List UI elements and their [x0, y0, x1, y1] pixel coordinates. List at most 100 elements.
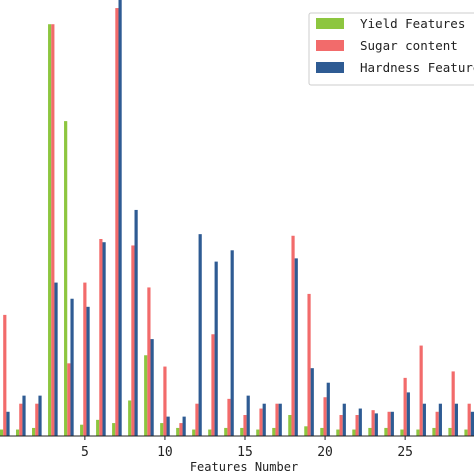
bar-series-2-x-24	[387, 411, 391, 436]
bar-series-1-x-21	[336, 429, 340, 436]
bar-series-1-x-29	[464, 429, 468, 436]
bar-series-3-x-15	[246, 395, 250, 436]
bar-series-2-x-2	[35, 403, 39, 436]
bar-series-3-x-23	[374, 413, 378, 436]
bar-series-2-x-11	[179, 423, 183, 436]
bar-series-2-x-23	[371, 410, 375, 436]
bar-series-2-x-10	[163, 366, 167, 436]
bars-group	[0, 0, 474, 437]
legend-frame	[308, 12, 474, 86]
bar-series-2-x-19	[307, 293, 311, 436]
bar-series-3-x-9	[150, 339, 154, 436]
legend-swatch-3	[316, 62, 344, 73]
bar-series-3-x-8	[134, 209, 138, 436]
bar-series-3-x-21	[342, 403, 346, 436]
bar-series-3-x-6	[102, 242, 106, 436]
bar-series-2-x-5	[83, 282, 87, 436]
bar-series-1-x-20	[320, 427, 324, 436]
bar-series-3-x-17	[278, 403, 282, 436]
bar-series-1-x-18	[288, 415, 292, 436]
bar-series-1-x-6	[96, 419, 100, 436]
bar-series-2-x-7	[115, 8, 119, 436]
bar-series-1-x-10	[160, 423, 164, 436]
bar-series-1-x-3	[48, 24, 52, 436]
bar-series-2-x-25	[403, 377, 407, 436]
bar-series-2-x-3	[51, 24, 55, 436]
bar-series-3-x-5	[86, 306, 90, 436]
bar-series-3-x-16	[262, 403, 266, 436]
bar-series-1-x-1	[16, 429, 20, 436]
x-tick-label: 15	[237, 445, 253, 460]
bar-series-3-x-14	[230, 250, 234, 436]
bar-series-3-x-11	[182, 416, 186, 436]
bar-series-3-x-18	[294, 258, 298, 436]
bar-series-2-x-12	[195, 403, 199, 436]
bar-series-3-x-25	[406, 392, 410, 436]
bar-series-3-x-3	[54, 282, 58, 436]
bar-series-3-x-26	[422, 403, 426, 436]
x-tick-label: 20	[317, 445, 333, 460]
x-tick-label: 5	[81, 445, 89, 460]
legend: Yield Features Sugar content Hardness Feat…	[308, 12, 474, 86]
bar-series-1-x-15	[240, 427, 244, 436]
bar-series-3-x-20	[326, 382, 330, 436]
bar-series-3-x-27	[438, 403, 442, 436]
bar-series-1-x-22	[352, 429, 356, 436]
bar-series-2-x-4	[67, 363, 71, 436]
bar-series-1-x-24	[384, 427, 388, 436]
bar-series-1-x-8	[128, 400, 132, 436]
bar-series-3-x-19	[310, 368, 314, 436]
bar-series-3-x-10	[166, 416, 170, 436]
bar-series-3-x-2	[38, 395, 42, 436]
bar-series-1-x-9	[144, 355, 148, 436]
bar-series-1-x-16	[256, 429, 260, 436]
bar-series-2-x-17	[275, 403, 279, 436]
bar-series-1-x-14	[224, 427, 228, 436]
x-axis-label: Features Number	[190, 460, 298, 474]
bar-series-2-x-6	[99, 238, 103, 436]
bar-series-2-x-20	[323, 397, 327, 436]
bar-series-1-x-28	[448, 427, 452, 436]
bar-series-1-x-11	[176, 427, 180, 436]
bar-series-2-x-21	[339, 415, 343, 436]
bar-series-2-x-1	[19, 403, 23, 436]
bar-series-2-x-18	[291, 235, 295, 436]
bar-series-2-x-26	[419, 345, 423, 436]
bar-series-1-x-19	[304, 426, 308, 436]
bar-series-3-x-28	[454, 403, 458, 436]
bar-series-3-x-24	[390, 411, 394, 436]
bar-series-3-x-29	[470, 411, 474, 436]
bar-series-2-x-14	[227, 398, 231, 436]
x-ticks-group: 5 10 15 20 25	[81, 436, 413, 460]
bar-series-3-x-12	[198, 234, 202, 436]
legend-swatch-2	[316, 40, 344, 51]
bar-series-3-x-22	[358, 408, 362, 436]
bar-series-2-x-13	[211, 334, 215, 436]
bar-series-2-x-22	[355, 415, 359, 436]
bar-series-2-x-8	[131, 245, 135, 436]
legend-items: Yield Features Sugar content Hardness Feat…	[316, 16, 474, 75]
bar-series-2-x-29	[467, 403, 471, 436]
bar-series-2-x-28	[451, 371, 455, 436]
bar-series-1-x-2	[32, 427, 36, 436]
bar-series-3-x-0	[6, 411, 10, 436]
legend-label-3: Hardness Features	[360, 60, 474, 75]
bar-series-1-x-25	[400, 429, 404, 436]
legend-label-2: Sugar content	[360, 38, 458, 53]
bar-series-1-x-27	[432, 427, 436, 436]
bar-series-2-x-9	[147, 287, 151, 436]
bar-series-2-x-0	[3, 314, 7, 436]
x-tick-label: 10	[157, 445, 173, 460]
legend-label-1: Yield Features	[360, 16, 465, 31]
legend-swatch-1	[316, 18, 344, 29]
bar-series-1-x-23	[368, 427, 372, 436]
bar-series-1-x-7	[112, 423, 116, 436]
bar-series-1-x-5	[80, 424, 84, 436]
bar-series-1-x-26	[416, 429, 420, 436]
bar-series-1-x-13	[208, 429, 212, 436]
bar-series-2-x-15	[243, 415, 247, 436]
bar-series-3-x-13	[214, 261, 218, 436]
bar-series-1-x-12	[192, 429, 196, 436]
x-tick-label: 25	[397, 445, 413, 460]
